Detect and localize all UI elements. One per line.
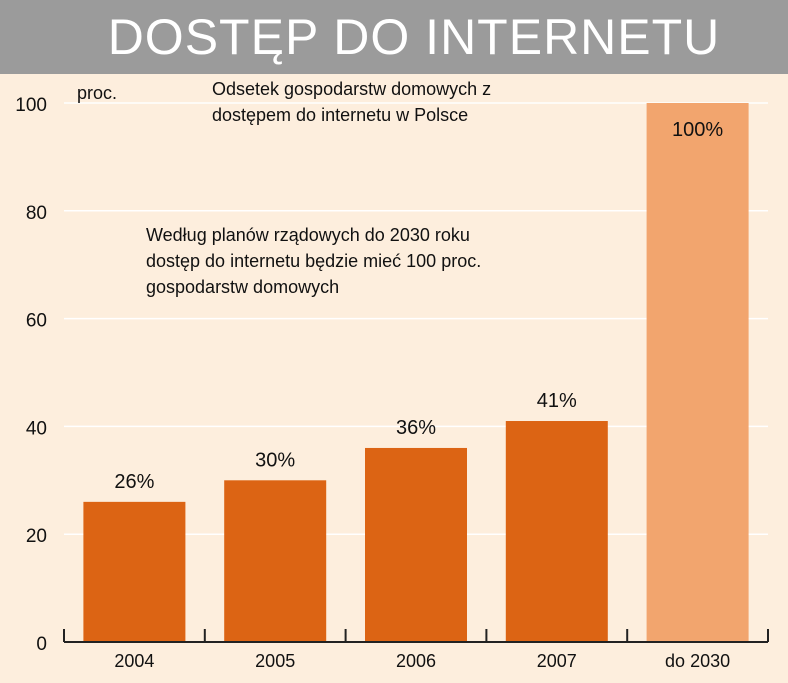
y-tick-label: 0 (36, 634, 47, 655)
chart-title: dostępem do internetu w Polsce (212, 105, 468, 125)
bar (83, 501, 186, 642)
bar-value-label: 26% (114, 471, 154, 493)
x-tick-label: 2005 (255, 651, 295, 671)
chart-title: Odsetek gospodarstw domowych z (212, 79, 491, 99)
page-title: DOSTĘP DO INTERNETU (107, 9, 721, 65)
bar (646, 103, 749, 642)
annotation-text: dostęp do internetu będzie mieć 100 proc… (146, 251, 481, 271)
bar (224, 480, 327, 642)
y-tick-label: 100 (15, 95, 47, 116)
y-tick-label: 80 (26, 203, 47, 224)
y-tick-label: 40 (26, 418, 47, 439)
bar (505, 421, 608, 642)
x-tick-label: 2004 (114, 651, 154, 671)
x-tick-label: 2007 (537, 651, 577, 671)
header-bar: DOSTĘP DO INTERNETU (0, 0, 788, 74)
y-axis-unit-label: proc. (77, 83, 117, 103)
bar (365, 447, 467, 642)
bar-value-label: 100% (672, 119, 723, 141)
y-tick-label: 20 (26, 526, 47, 547)
x-tick-label: do 2030 (665, 651, 730, 671)
annotation-text: gospodarstw domowych (146, 277, 339, 297)
bar-value-label: 41% (537, 390, 577, 412)
bar-value-label: 36% (396, 417, 436, 439)
y-tick-label: 60 (26, 311, 47, 332)
bar-value-label: 30% (255, 449, 295, 471)
x-tick-label: 2006 (396, 651, 436, 671)
annotation-text: Według planów rządowych do 2030 roku (146, 225, 470, 245)
